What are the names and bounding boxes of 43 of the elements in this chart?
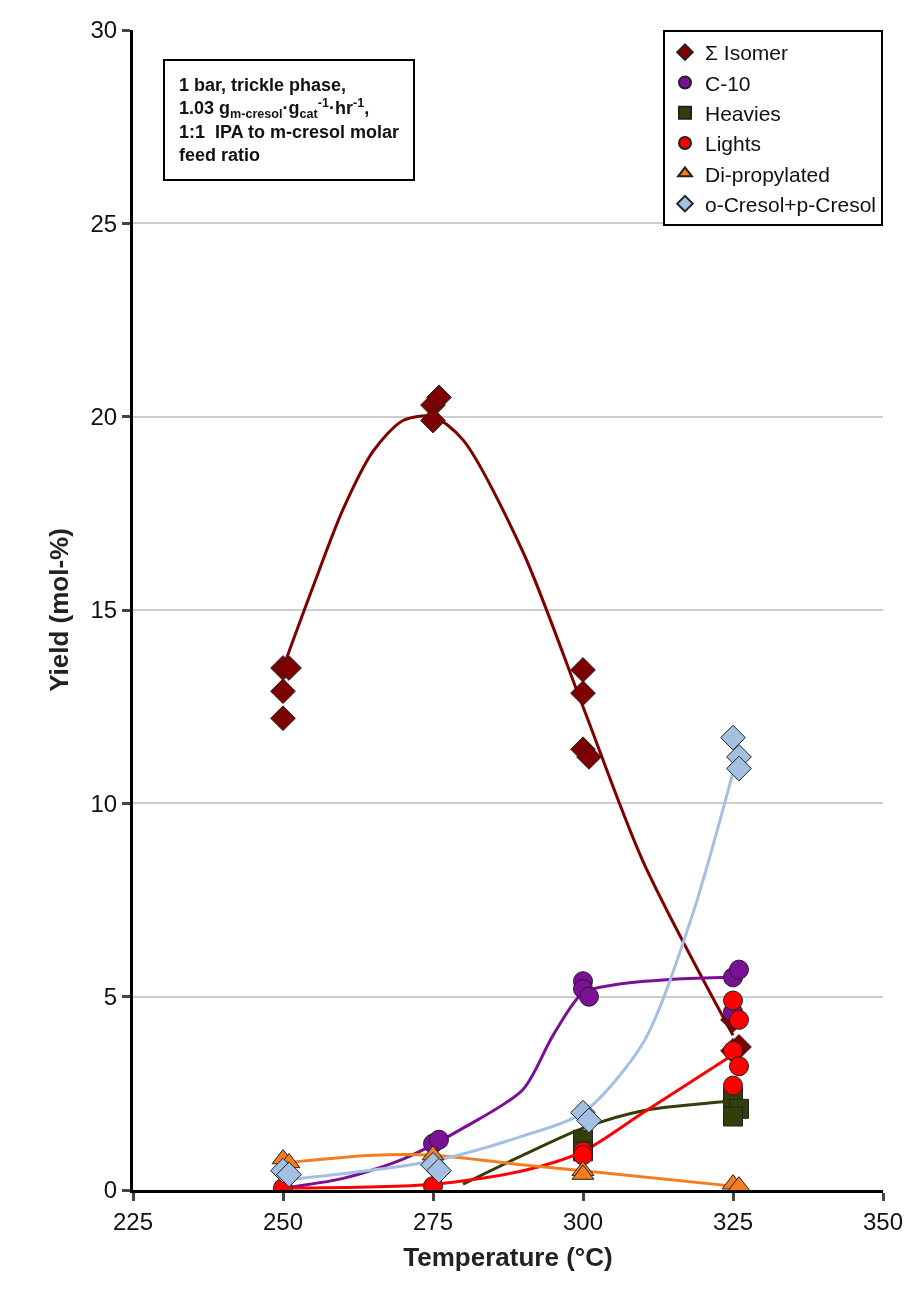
x-tick-label: 300 (562, 1207, 604, 1235)
y-tick-label: 30 (90, 16, 118, 44)
point (420, 407, 446, 434)
y-tick-label: 10 (90, 789, 118, 817)
legend-label: Di-propylated (705, 162, 830, 186)
legend-label: Heavies (705, 101, 781, 125)
point (426, 384, 452, 411)
legend-label: o-Cresol+p-Cresol (705, 192, 876, 216)
x-tick-label: 250 (262, 1207, 304, 1235)
x-tick-label: 325 (712, 1207, 754, 1235)
x-tick-label: 275 (412, 1207, 454, 1235)
point (276, 655, 302, 681)
point (723, 990, 743, 1011)
point (576, 744, 602, 770)
x-tick-label: 225 (112, 1207, 154, 1235)
y-tick-label: 15 (90, 596, 118, 624)
y-tick-label: 0 (103, 1176, 118, 1204)
y-tick-label: 25 (90, 209, 118, 237)
x-axis-title: Temperature (°C) (403, 1242, 613, 1273)
x-tick-label: 350 (862, 1207, 904, 1235)
point (579, 986, 599, 1007)
y-tick-label: 5 (103, 983, 118, 1011)
point (723, 1106, 743, 1127)
point (570, 680, 596, 706)
point (576, 1107, 602, 1134)
point (729, 1009, 749, 1030)
point (270, 678, 296, 705)
point (729, 959, 749, 980)
point (426, 1157, 452, 1184)
point (276, 1161, 302, 1188)
text: 1 bar, trickle phase, 1.03 g$_{m-cresol}$·g$_{cat}$$^{-1}$·hr$^{-1}$, 1:1 IPA to m-cresol molar feed ratio (179, 75, 400, 166)
y-axis-title: Yield (mol-%) (43, 528, 74, 692)
point (720, 724, 746, 751)
point (429, 1129, 449, 1150)
legend-label: Σ Isomer (705, 41, 788, 65)
legend-label: Lights (705, 132, 762, 156)
legend-label: C-10 (705, 71, 751, 95)
point (570, 657, 596, 683)
point (723, 1075, 743, 1096)
point (270, 705, 296, 732)
point (729, 1056, 749, 1077)
y-tick-label: 20 (90, 403, 118, 431)
point (726, 755, 752, 782)
